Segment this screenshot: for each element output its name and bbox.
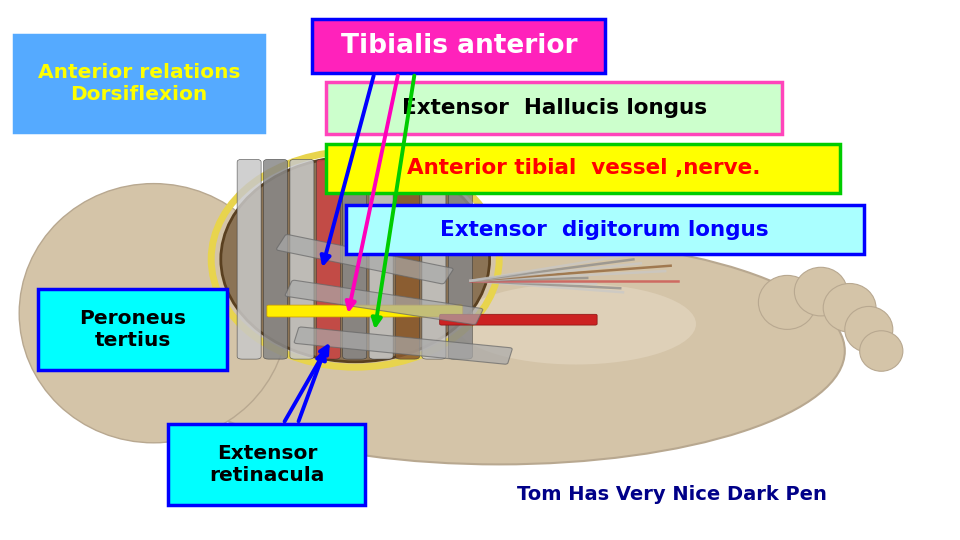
Text: Anterior tibial  vessel ,nerve.: Anterior tibial vessel ,nerve.	[407, 158, 760, 179]
Text: Tibialis anterior: Tibialis anterior	[341, 33, 577, 59]
Ellipse shape	[758, 275, 816, 329]
Ellipse shape	[860, 330, 903, 372]
Bar	[38, 289, 227, 370]
FancyBboxPatch shape	[290, 159, 314, 359]
Bar	[168, 424, 365, 505]
Ellipse shape	[845, 306, 893, 353]
Bar	[326, 144, 840, 193]
FancyBboxPatch shape	[422, 159, 445, 359]
Text: Extensor
retinacula: Extensor retinacula	[209, 444, 324, 485]
Text: Extensor  digitorum longus: Extensor digitorum longus	[441, 219, 769, 240]
Text: Extensor  Hallucis longus: Extensor Hallucis longus	[402, 98, 708, 118]
Text: Peroneus
tertius: Peroneus tertius	[79, 309, 186, 350]
Ellipse shape	[823, 284, 876, 332]
FancyBboxPatch shape	[317, 159, 341, 359]
FancyBboxPatch shape	[263, 159, 288, 359]
FancyBboxPatch shape	[396, 159, 420, 359]
FancyBboxPatch shape	[285, 280, 483, 325]
FancyBboxPatch shape	[237, 159, 261, 359]
Bar	[312, 19, 605, 73]
Bar	[346, 205, 864, 254]
Text: Tom Has Very Nice Dark Pen: Tom Has Very Nice Dark Pen	[517, 484, 827, 504]
FancyBboxPatch shape	[294, 327, 513, 364]
Ellipse shape	[19, 184, 288, 443]
Text: Anterior relations
Dorsiflexion: Anterior relations Dorsiflexion	[38, 63, 240, 104]
Bar	[326, 82, 782, 134]
Ellipse shape	[154, 238, 845, 464]
FancyBboxPatch shape	[343, 159, 367, 359]
FancyBboxPatch shape	[369, 159, 394, 359]
Ellipse shape	[221, 157, 490, 362]
FancyBboxPatch shape	[440, 314, 597, 325]
Bar	[14, 35, 264, 132]
Ellipse shape	[795, 267, 847, 316]
FancyBboxPatch shape	[276, 234, 453, 284]
FancyBboxPatch shape	[448, 159, 472, 359]
Ellipse shape	[456, 284, 696, 364]
FancyBboxPatch shape	[267, 305, 463, 317]
Ellipse shape	[240, 184, 432, 248]
